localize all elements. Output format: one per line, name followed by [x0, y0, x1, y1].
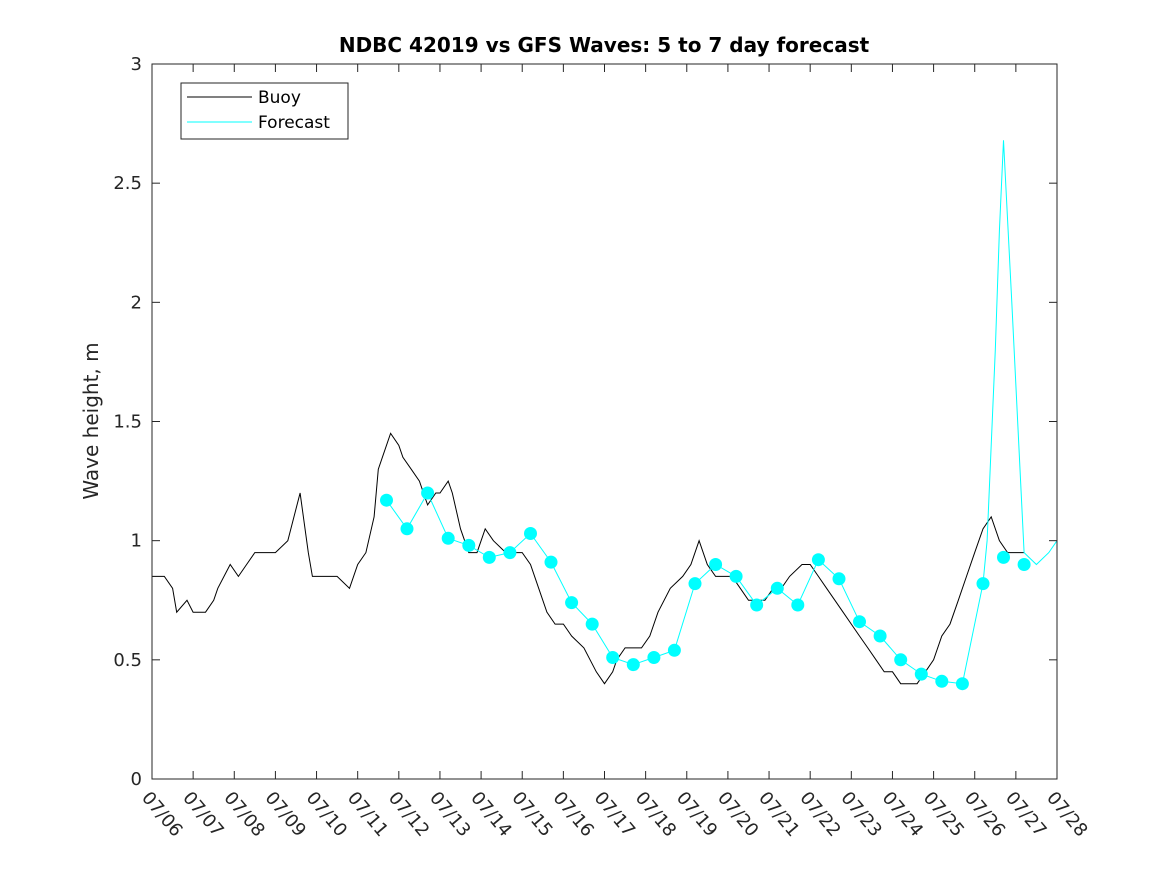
legend-forecast-label: Forecast [258, 113, 330, 133]
series-line-buoy [152, 432, 1025, 685]
y-tick-label: 3 [131, 54, 142, 75]
forecast-marker [688, 577, 702, 591]
y-tick-label: 1 [131, 531, 142, 552]
y-tick-label: 2 [131, 292, 142, 313]
forecast-marker [770, 581, 784, 595]
forecast-marker [667, 643, 681, 657]
forecast-marker [565, 596, 579, 610]
y-tick-label: 2.5 [113, 173, 142, 194]
forecast-marker [544, 555, 558, 569]
forecast-marker [482, 550, 496, 564]
forecast-marker [524, 527, 537, 540]
forecast-marker [811, 553, 825, 567]
forecast-marker [853, 615, 866, 629]
forecast-marker [832, 572, 846, 586]
legend-box [180, 82, 349, 140]
forecast-marker [647, 651, 661, 664]
forecast-marker [606, 651, 620, 664]
forecast-marker [750, 598, 764, 612]
forecast-marker [503, 546, 517, 560]
legend-buoy-label: Buoy [258, 88, 301, 108]
forecast-marker [462, 538, 476, 552]
forecast-marker [791, 598, 805, 612]
forecast-marker [894, 653, 908, 667]
forecast-marker [585, 617, 599, 631]
forecast-marker [709, 558, 723, 571]
plot-area [152, 140, 1058, 691]
forecast-marker [441, 531, 455, 545]
forecast-marker [380, 493, 393, 507]
forecast-marker [935, 674, 949, 688]
y-axis-label: Wave height, m [79, 342, 103, 499]
y-tick-label: 0 [131, 769, 142, 790]
forecast-marker [873, 629, 887, 643]
y-tick-label: 0.5 [113, 650, 142, 671]
forecast-marker [955, 677, 969, 691]
forecast-marker [729, 569, 743, 583]
y-tick-label: 1.5 [113, 412, 142, 433]
forecast-marker [976, 577, 990, 591]
forecast-marker [1017, 558, 1031, 571]
forecast-marker [626, 658, 640, 672]
legend: Buoy Forecast [180, 82, 349, 140]
forecast-marker [997, 550, 1010, 564]
forecast-marker [421, 486, 435, 500]
chart-title: NDBC 42019 vs GFS Waves: 5 to 7 day fore… [339, 33, 870, 57]
forecast-marker [914, 667, 928, 681]
forecast-marker [400, 522, 414, 536]
